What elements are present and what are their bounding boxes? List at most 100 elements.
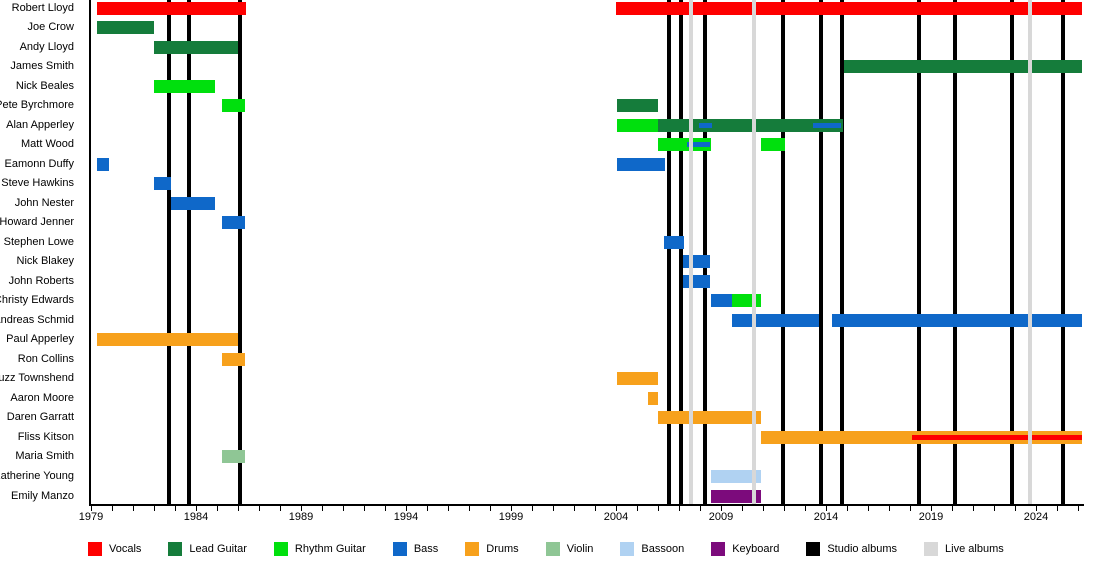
legend-swatch-lead_guitar [168, 542, 183, 556]
legend-item-bassoon: Bassoon [620, 542, 684, 556]
studio-album-line [186, 0, 191, 504]
member-tenure-bar-lead_guitar [843, 60, 1083, 74]
x-axis-tick [931, 506, 932, 511]
member-name-label: Paul Apperley [6, 333, 74, 346]
studio-album-line [1009, 0, 1014, 504]
member-tenure-bar-lead_guitar [154, 40, 238, 54]
member-name-label: Christy Edwards [0, 294, 74, 307]
live-album-line [751, 0, 756, 504]
member-name-label: Howard Jenner [0, 216, 74, 229]
legend-swatch-live_albums [924, 542, 939, 556]
member-name-label: Aaron Moore [10, 391, 74, 404]
legend-item-lead_guitar: Lead Guitar [168, 542, 247, 556]
legend-swatch-rhythm_guitar [273, 542, 288, 556]
x-axis-tick [616, 506, 617, 511]
legend-item-studio_albums: Studio albums [806, 542, 897, 556]
member-name-label: Alan Apperley [6, 118, 74, 131]
studio-album-line [780, 0, 785, 504]
member-name-label: Nick Beales [15, 79, 74, 92]
x-axis-tick [511, 506, 512, 511]
studio-album-line [839, 0, 844, 504]
member-tenure-bar-bass [170, 196, 215, 210]
legend-swatch-bassoon [620, 542, 635, 556]
x-axis-year-label: 1984 [183, 511, 209, 523]
legend-label: Vocals [109, 543, 142, 555]
x-axis-tick [658, 506, 659, 511]
member-tenure-bar-rhythm_guitar [154, 79, 215, 93]
x-axis-tick [952, 506, 953, 511]
x-axis-tick [364, 506, 365, 511]
x-axis-year-label: 1994 [393, 511, 419, 523]
x-axis-tick [1015, 506, 1016, 511]
x-axis-tick [910, 506, 911, 511]
studio-album-line [703, 0, 708, 504]
legend-label: Bassoon [641, 543, 685, 555]
member-name-label: Daren Garratt [6, 411, 74, 424]
member-name-label: Pete Byrchmore [0, 99, 74, 112]
member-tenure-bar-drums [658, 411, 761, 425]
member-tenure-bar-drums [647, 391, 658, 405]
y-axis-line [89, 0, 91, 506]
studio-album-line [818, 0, 823, 504]
x-axis-tick [994, 506, 995, 511]
legend-label: Violin [566, 543, 594, 555]
member-tenure-bar-bass [832, 313, 1083, 327]
x-axis-tick [595, 506, 596, 511]
member-tenure-bar-rhythm_guitar [731, 294, 761, 308]
x-axis-tick [574, 506, 575, 511]
x-axis-tick [847, 506, 848, 511]
member-tenure-bar-rhythm_guitar [222, 99, 246, 113]
legend-item-vocals: Vocals [88, 542, 141, 556]
x-axis-year-label: 2009 [708, 511, 734, 523]
studio-album-line [666, 0, 671, 504]
legend-swatch-drums [465, 542, 480, 556]
x-axis-tick [532, 506, 533, 511]
member-names-column: Robert Lloyd Joe Crow Andy Lloyd James Smit… [0, 0, 88, 510]
legend-label: Lead Guitar [189, 543, 247, 555]
legend-item-bass: Bass [392, 542, 438, 556]
member-tenure-bar-bass [710, 294, 732, 308]
x-axis-tick [973, 506, 974, 511]
legend-item-rhythm_guitar: Rhythm Guitar [273, 542, 366, 556]
member-tenure-bar-lead_guitar [617, 99, 658, 113]
legend-label: Keyboard [732, 543, 780, 555]
member-tenure-bar-lead_guitar [658, 118, 843, 132]
member-tenure-bar-drums [97, 333, 238, 347]
x-axis-tick [238, 506, 239, 511]
studio-album-line [1061, 0, 1066, 504]
studio-album-line [238, 0, 243, 504]
member-name-label: James Smith [10, 60, 74, 73]
member-name-label: Ron Collins [17, 352, 74, 365]
x-axis-tick [448, 506, 449, 511]
member-tenure-bar-bass [687, 142, 711, 148]
member-tenure-bar-violin [222, 450, 246, 464]
member-tenure-bar-vocals [912, 434, 1083, 440]
member-name-label: Steve Hawkins [1, 177, 74, 190]
x-axis-tick [280, 506, 281, 511]
member-tenure-bar-bass [683, 274, 711, 288]
x-axis-tick [427, 506, 428, 511]
x-axis-tick [1057, 506, 1058, 511]
x-axis-tick [742, 506, 743, 511]
member-tenure-bar-drums [617, 372, 658, 386]
legend-item-drums: Drums [465, 542, 519, 556]
x-axis-year-label: 2014 [813, 511, 839, 523]
x-axis-year-label: 1999 [498, 511, 524, 523]
member-tenure-bar-vocals [616, 1, 1083, 15]
member-tenure-bar-bass [97, 157, 109, 171]
member-tenure-bar-bass [617, 157, 666, 171]
x-axis-tick [301, 506, 302, 511]
member-name-label: Maria Smith [15, 450, 74, 463]
x-axis-tick [700, 506, 701, 511]
x-axis-tick [385, 506, 386, 511]
legend-label: Rhythm Guitar [294, 543, 366, 555]
x-axis-tick [112, 506, 113, 511]
studio-album-line [917, 0, 922, 504]
x-axis-tick [406, 506, 407, 511]
x-axis-year-label: 1989 [288, 511, 314, 523]
legend-swatch-violin [545, 542, 560, 556]
member-tenure-bar-bassoon [710, 469, 761, 483]
x-axis-tick [175, 506, 176, 511]
x-axis-tick [490, 506, 491, 511]
member-tenure-bar-bass [154, 177, 171, 191]
